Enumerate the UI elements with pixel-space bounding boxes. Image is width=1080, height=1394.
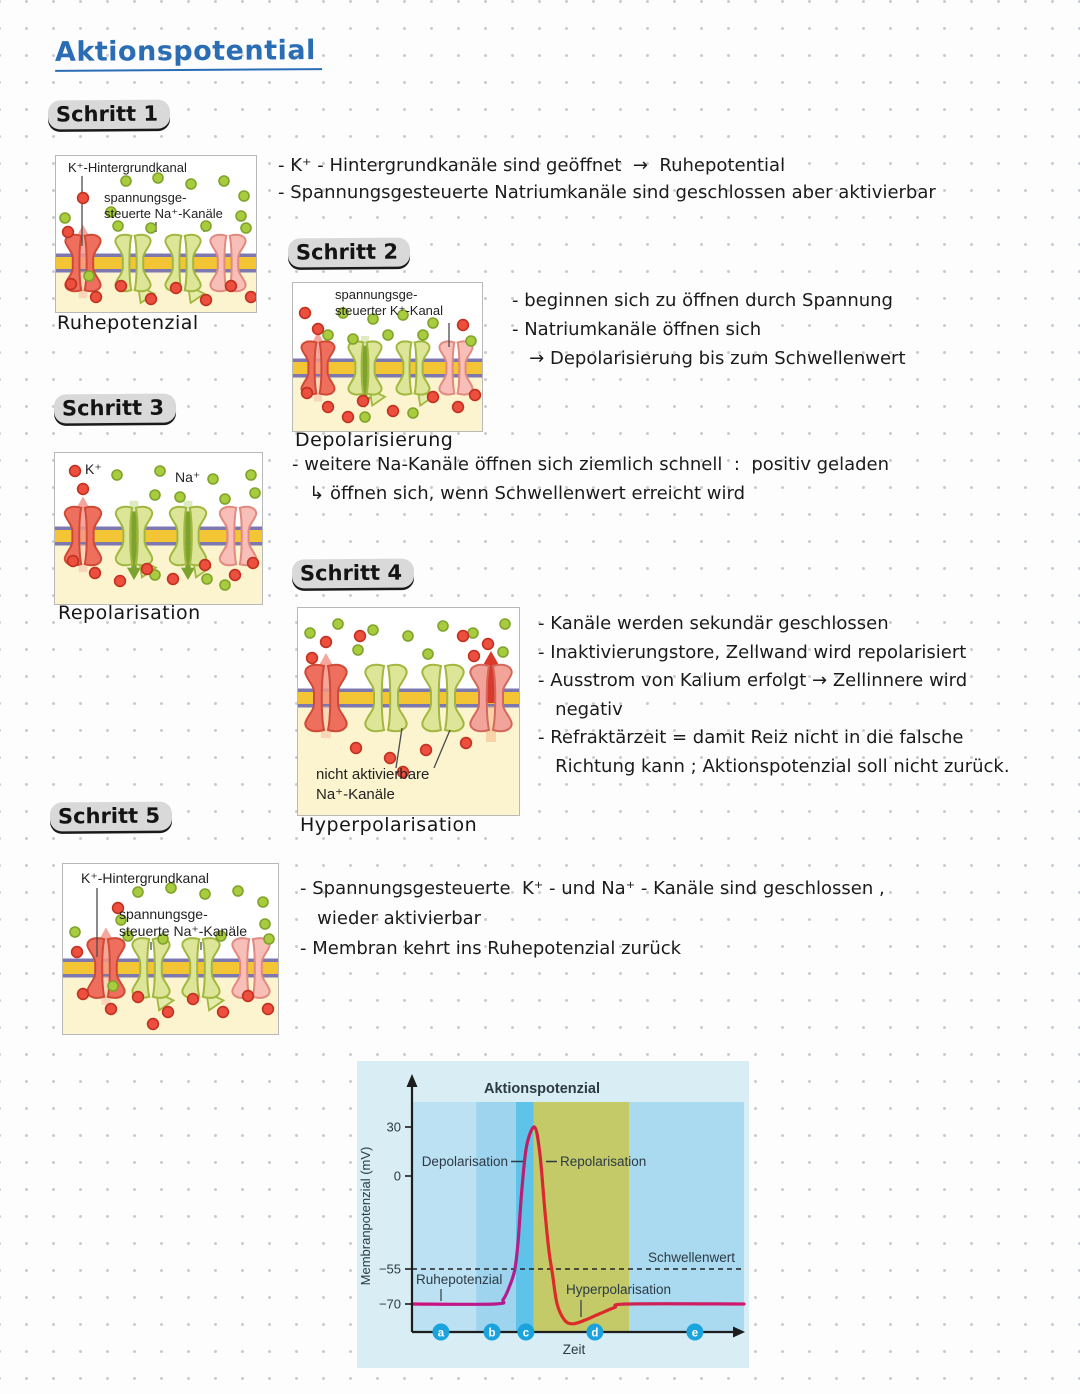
diagram-label: Na⁺-Kanäle (316, 786, 395, 803)
diagram-label: spannungsge- (104, 190, 187, 205)
note-line: - Kanäle werden sekundär geschlossen (538, 613, 889, 634)
action-potential-chart: 30 0 −55 −70 Aktionspotenzial Zeit Membranpote… (357, 1061, 749, 1368)
diagram-label: spannungsge- (335, 287, 418, 302)
diagram-label: spannungsge- (119, 906, 208, 922)
svg-text:Aktionspotenzial: Aktionspotenzial (484, 1081, 600, 1097)
step-5-notes: - Spannungsgesteuerte K⁺ - und Na⁺ - Kan… (300, 874, 885, 964)
svg-text:c: c (523, 1328, 530, 1340)
note-line: - weitere Na-Kanäle öffnen sich ziemlich… (292, 454, 890, 475)
diagram-label: nicht aktivierbare (316, 766, 430, 783)
step-2-notes: - beginnen sich zu öffnen durch Spannung… (512, 286, 906, 373)
membrane-svg (298, 618, 519, 815)
step-1-notes: - K⁺ - Hintergrundkanäle sind geöffnet →… (278, 152, 936, 206)
membrane-svg (63, 882, 278, 1034)
note-line: → Depolarisierung bis zum Schwellenwert (512, 348, 906, 369)
membrane-diagram-resting: K⁺-Hintergrundkanal spannungsge- steuert… (55, 155, 257, 313)
svg-text:−55: −55 (379, 1262, 401, 1277)
svg-text:Hyperpolarisation: Hyperpolarisation (566, 1282, 671, 1297)
diagram-label: steuerte Na⁺-Kanäle (104, 206, 223, 221)
note-line: - Natriumkanäle öffnen sich (512, 319, 762, 340)
svg-text:Zeit: Zeit (563, 1342, 586, 1357)
svg-text:b: b (488, 1328, 495, 1340)
diagram-label: steuerte Na⁺-Kanäle (119, 923, 248, 939)
diagram-caption-depolarisierung: Depolarisierung (295, 429, 454, 451)
svg-text:30: 30 (387, 1120, 401, 1135)
membrane-diagram-hyperpolarisation: nicht aktivierbare Na⁺-Kanäle (297, 607, 520, 816)
step-3-notes: - weitere Na-Kanäle öffnen sich ziemlich… (292, 450, 889, 508)
step-5-heading: Schritt 5 (49, 801, 173, 832)
membrane-diagram-resting-again: K⁺-Hintergrundkanal spannungsge- steuert… (62, 863, 279, 1035)
page-title: Aktionspotential (54, 35, 322, 72)
step-4-notes: - Kanäle werden sekundär geschlossen - In… (538, 610, 1010, 781)
membrane-svg (55, 464, 262, 604)
step-3-heading: Schritt 3 (53, 393, 177, 424)
svg-text:0: 0 (394, 1169, 401, 1184)
svg-text:Schwellenwert: Schwellenwert (648, 1250, 735, 1265)
diagram-label: Na⁺ (175, 469, 201, 485)
step-2-heading: Schritt 2 (287, 237, 411, 268)
membrane-svg (293, 306, 482, 431)
svg-text:d: d (591, 1328, 598, 1340)
note-line: - Spannungsgesteuerte K⁺ - und Na⁺ - Kan… (300, 878, 885, 899)
svg-text:Repolarisation: Repolarisation (560, 1154, 646, 1169)
note-line: - K⁺ - Hintergrundkanäle sind geöffnet →… (278, 155, 786, 176)
note-line: Richtung kann ; Aktionspotenzial soll ni… (538, 755, 1010, 777)
svg-text:−70: −70 (379, 1297, 401, 1312)
diagram-label: K⁺-Hintergrundkanal (68, 160, 187, 175)
diagram-caption-ruhepotenzial: Ruhepotenzial (57, 312, 199, 334)
action-potential-plot: 30 0 −55 −70 Aktionspotenzial Zeit Membranpote… (357, 1061, 749, 1368)
membrane-svg (56, 172, 256, 312)
note-line: ↳ öffnen sich, wenn Schwellenwert erreic… (292, 483, 745, 504)
diagram-label: K⁺-Hintergrundkanal (81, 870, 210, 886)
diagram-caption-repolarisation: Repolarisation (58, 602, 201, 624)
svg-text:Ruhepotenzial: Ruhepotenzial (416, 1272, 502, 1287)
note-line: - Inaktivierungstore, Zellwand wird repo… (538, 641, 967, 663)
diagram-label: steuerter K⁺-Kanal (335, 303, 444, 318)
svg-text:a: a (438, 1328, 445, 1340)
svg-text:e: e (692, 1328, 698, 1340)
diagram-label: K⁺ (85, 461, 102, 477)
note-line: - Ausstrom von Kalium erfolgt → Zellinne… (538, 670, 968, 691)
note-line: - Spannungsgesteuerte Natriumkanäle sind… (278, 182, 936, 203)
diagram-caption-hyperpolarisation: Hyperpolarisation (300, 814, 478, 836)
svg-text:Depolarisation: Depolarisation (422, 1154, 508, 1169)
membrane-diagram-repolarisation: K⁺ Na⁺ (54, 452, 263, 605)
step-4-heading: Schritt 4 (291, 558, 415, 589)
note-line: negativ (538, 698, 623, 720)
svg-text:Membranpotenzial (mV): Membranpotenzial (mV) (358, 1147, 373, 1286)
note-line: - Refraktärzeit = damit Reiz nicht in di… (538, 727, 964, 748)
note-line: wieder aktivierbar (300, 908, 482, 929)
membrane-diagram-depolarisation: spannungsge- steuerter K⁺-Kanal (292, 282, 483, 432)
step-1-heading: Schritt 1 (47, 99, 171, 130)
note-line: - Membran kehrt ins Ruhepotenzial zurück (300, 938, 682, 959)
note-line: - beginnen sich zu öffnen durch Spannung (512, 290, 893, 311)
